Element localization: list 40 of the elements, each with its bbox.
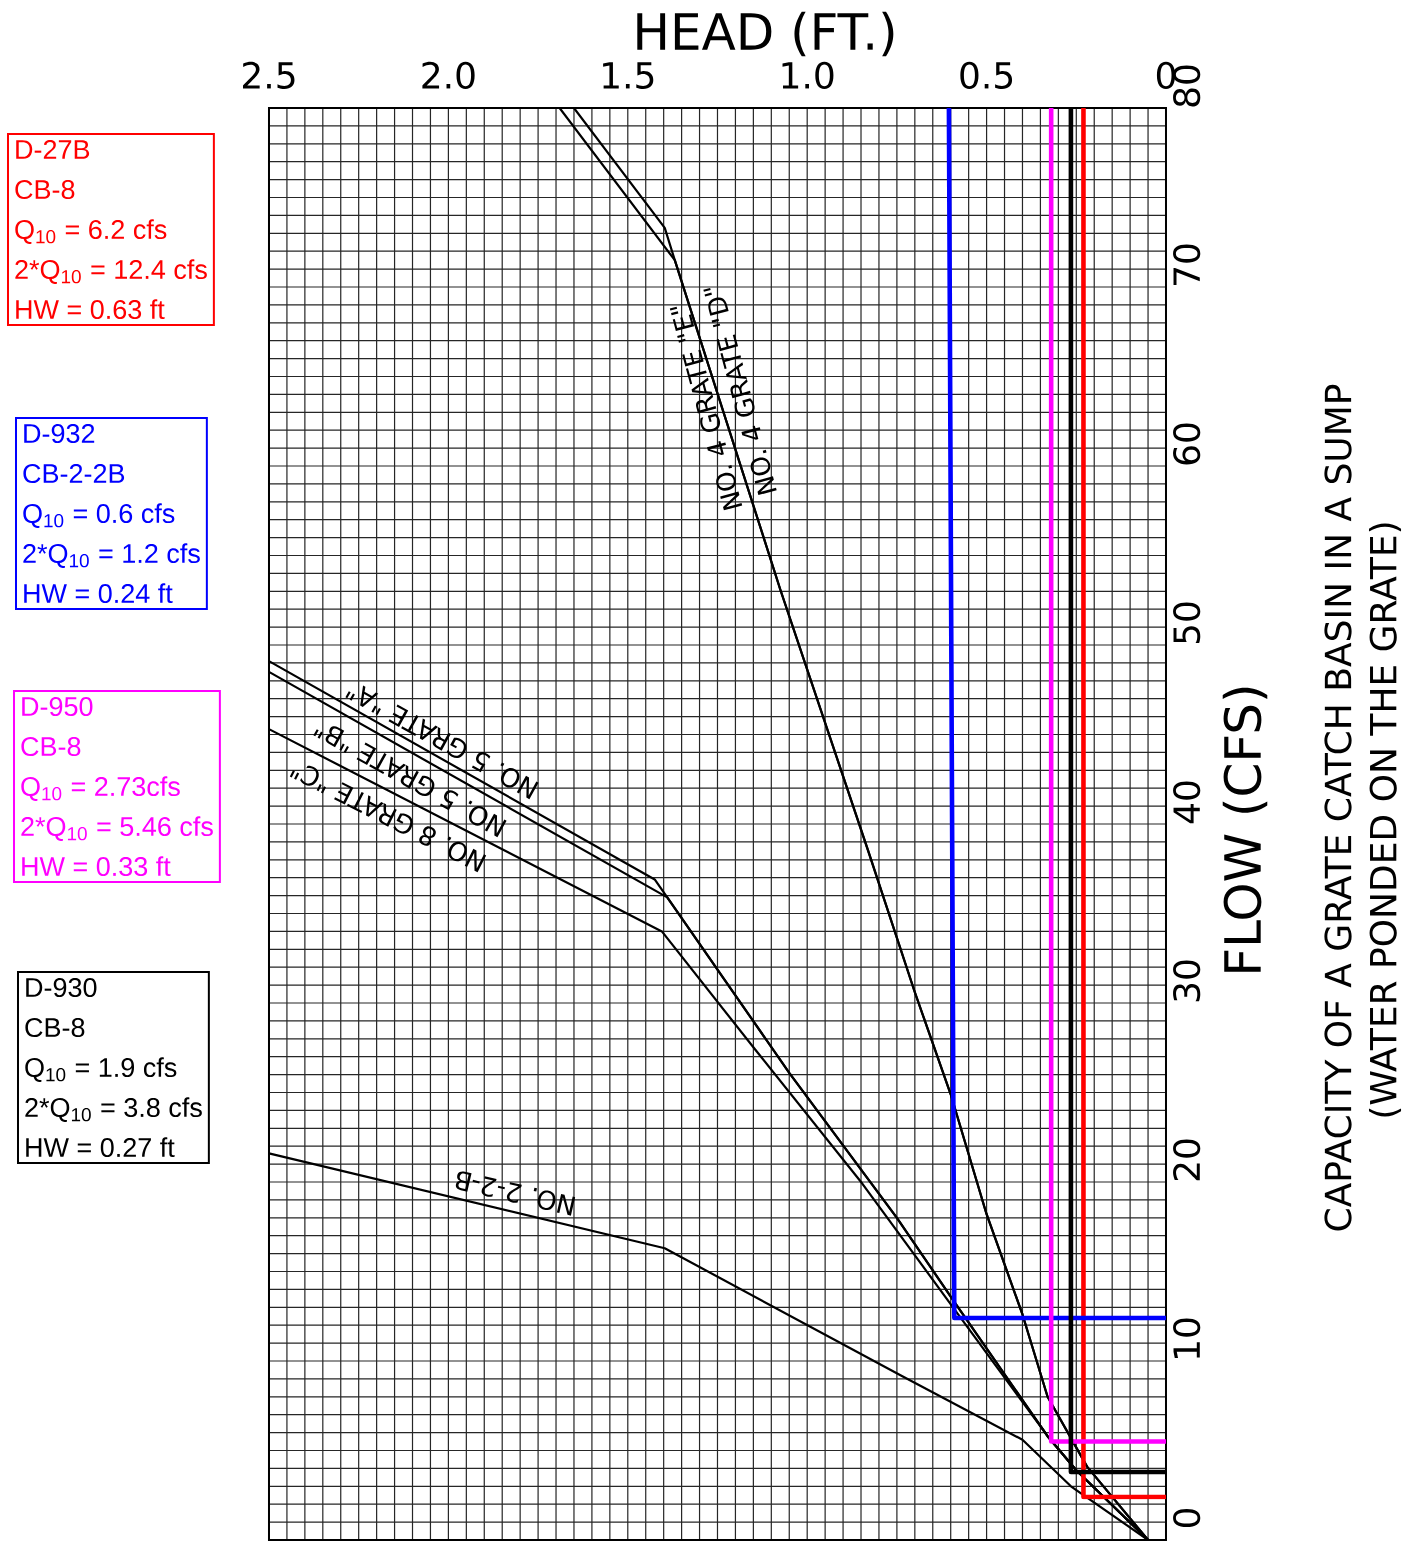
text: HW = 0.33 ft	[22, 856, 171, 877]
text: HW = 0.63 ft	[16, 299, 165, 320]
x-tick-label: 2.5	[243, 61, 295, 89]
y-tick-label: 50	[1173, 602, 1201, 644]
y-tick-label: 0	[1173, 1508, 1201, 1528]
text: 2*Q$_{10}$ = 3.8 cfs	[25, 1097, 202, 1122]
text: Q$_{10}$ = 0.6 cfs	[23, 503, 175, 528]
text: 2*Q$_{10}$ = 12.4 cfs	[15, 259, 207, 284]
text: Q$_{10}$ = 2.73cfs	[21, 776, 180, 801]
y-tick-label: 40	[1173, 781, 1201, 824]
x-tick-label: 1.5	[603, 62, 654, 89]
text: 2*Q$_{10}$ = 5.46 cfs	[21, 816, 213, 841]
x-tick-label: 2.0	[422, 61, 475, 89]
x-axis-title: HEAD (FT.)	[637, 11, 894, 57]
y-axis-title: FLOW (CFS)	[1222, 687, 1268, 972]
y-tick-label: 30	[1173, 960, 1201, 1002]
text: D-950	[22, 697, 93, 717]
text: D-930	[26, 978, 97, 998]
text: Q$_{10}$ = 6.2 cfs	[15, 219, 167, 244]
text: HW = 0.24 ft	[24, 583, 173, 604]
x-tick-label: 0.5	[960, 61, 1013, 89]
text: CAPACITY OF A GRATE CATCH BASIN IN A SUMP	[1324, 384, 1352, 1231]
x-tick-label: 1.0	[782, 61, 834, 89]
text: 2*Q$_{10}$ = 1.2 cfs	[23, 543, 200, 568]
text: D-932	[24, 424, 95, 444]
text: (WATER PONDED ON THE GRATE)	[1368, 523, 1402, 1117]
annotation: NO. 2-2-B	[455, 1171, 576, 1216]
y-tick-label: 70	[1173, 244, 1201, 285]
y-tick-label: 10	[1173, 1318, 1201, 1358]
x-tick-label: 0	[1156, 61, 1176, 89]
text: D-27B	[16, 139, 90, 159]
y-tick-label: 20	[1173, 1139, 1201, 1181]
text: CB-8	[25, 1018, 85, 1038]
text: Q$_{10}$ = 1.9 cfs	[25, 1057, 177, 1082]
y-tick-label: 60	[1173, 423, 1201, 465]
text: CB-8	[15, 179, 75, 200]
text: HW = 0.27 ft	[26, 1137, 175, 1158]
y-tick-label: 80	[1173, 65, 1201, 107]
text: CB-8	[21, 737, 81, 757]
text: CB-2-2B	[23, 464, 125, 484]
